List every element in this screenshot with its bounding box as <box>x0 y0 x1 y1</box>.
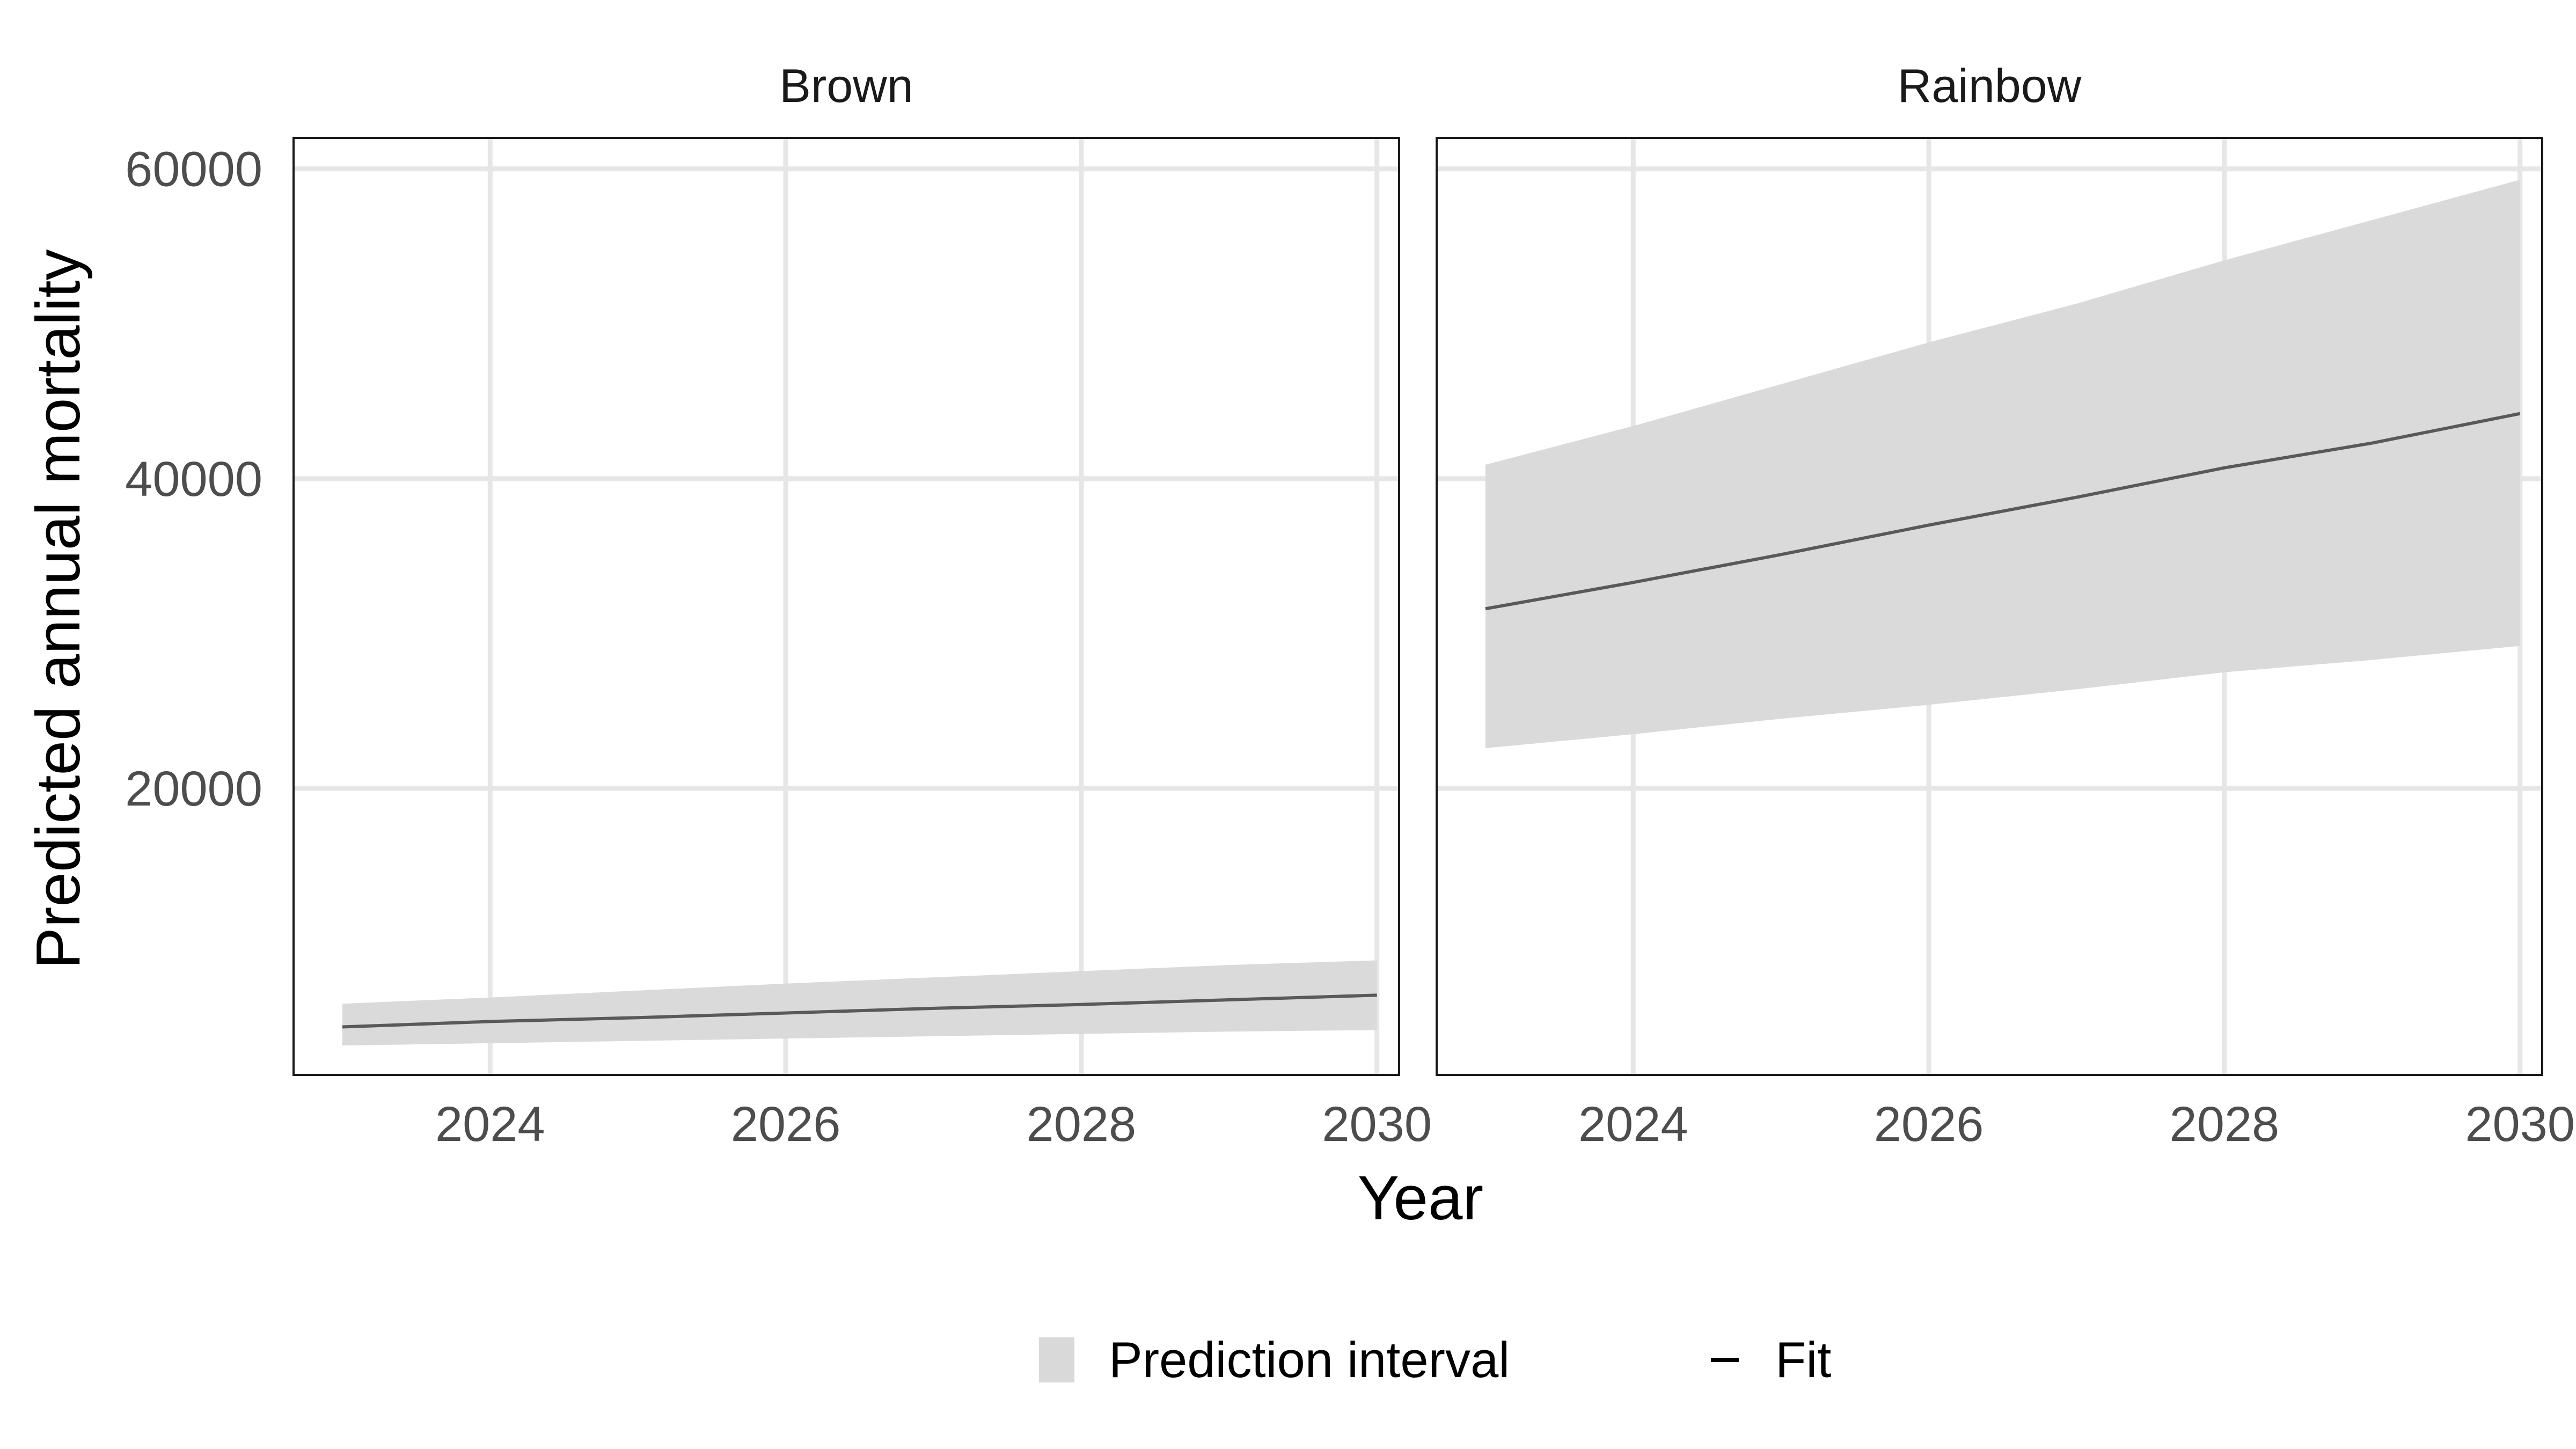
x-tick-label: 2028 <box>1027 1097 1137 1152</box>
facet-panels: Brown 2024 2026 2028 2030 20000 40000 60000 Rain… <box>125 59 2575 1152</box>
y-axis-title: Predicted annual mortality <box>23 249 93 969</box>
x-tick-label: 2030 <box>1322 1097 1432 1152</box>
x-tick-label: 2024 <box>435 1097 545 1152</box>
prediction-interval-band <box>342 960 1377 1046</box>
x-tick-label: 2026 <box>731 1097 841 1152</box>
y-tick-label: 40000 <box>125 452 262 507</box>
y-tick-label: 60000 <box>125 142 262 197</box>
panel-title: Brown <box>779 59 913 112</box>
fit-line <box>1485 412 2521 611</box>
panel-border <box>292 137 1400 1076</box>
x-tick-label: 2030 <box>2465 1097 2575 1152</box>
panel-brown: Brown 2024 2026 2028 2030 20000 40000 60000 <box>125 59 1432 1152</box>
x-tick-label: 2028 <box>2170 1097 2280 1152</box>
panel-rainbow: Rainbow 2024 2026 2028 2030 <box>1436 59 2575 1152</box>
legend-interval-swatch <box>1039 1337 1074 1382</box>
x-tick-label: 2024 <box>1578 1097 1688 1152</box>
legend-fit-label: Fit <box>1775 1331 1831 1388</box>
fit-line <box>342 993 1377 1029</box>
panel-border <box>1436 137 2543 1076</box>
legend-interval-label: Prediction interval <box>1109 1331 1510 1388</box>
y-tick-label: 20000 <box>125 762 262 816</box>
legend: Prediction interval Fit <box>1039 1331 1831 1388</box>
panel-title: Rainbow <box>1898 59 2082 112</box>
prediction-interval-band <box>1485 179 2520 749</box>
x-tick-label: 2026 <box>1874 1097 1984 1152</box>
x-axis-title: Year <box>1358 1163 1483 1233</box>
